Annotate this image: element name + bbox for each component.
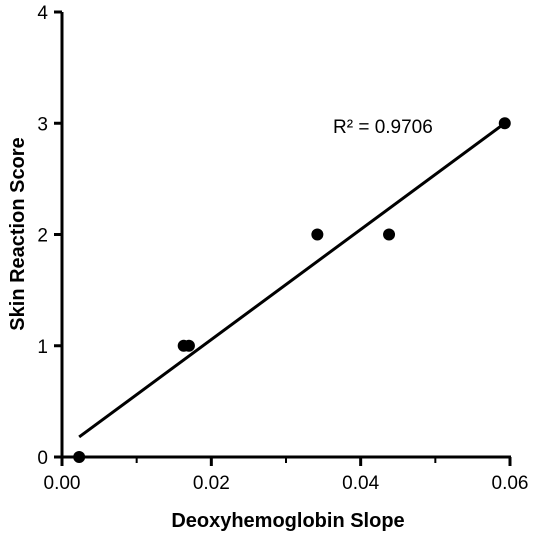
fit-line-layer	[78, 122, 506, 439]
y-axis-title: Skin Reaction Score	[7, 137, 29, 330]
axes: 0 1 2 3 4 0.00 0.02 0.04 0.06	[37, 3, 528, 494]
data-point	[498, 117, 511, 130]
data-point	[73, 451, 86, 463]
x-tick-label: 0.06	[492, 473, 529, 494]
y-tick-label: 4	[37, 3, 48, 24]
regression-line	[78, 122, 506, 439]
x-tick-label: 0.04	[342, 473, 379, 494]
x-tick-label: 0.00	[44, 473, 81, 494]
y-tick-label: 3	[37, 114, 48, 135]
labels: R² = 0.9706 Deoxyhemoglobin Slope Skin R…	[7, 117, 433, 532]
data-point	[311, 228, 324, 241]
x-axis-title: Deoxyhemoglobin Slope	[171, 510, 404, 532]
y-tick-label: 2	[37, 226, 48, 247]
data-points	[73, 117, 511, 463]
y-tick-label: 1	[37, 337, 48, 358]
data-point	[383, 228, 396, 241]
x-tick-label: 0.02	[193, 473, 230, 494]
data-point	[182, 339, 195, 352]
r-squared-annotation: R² = 0.9706	[333, 117, 433, 138]
y-tick-label: 0	[37, 448, 48, 469]
